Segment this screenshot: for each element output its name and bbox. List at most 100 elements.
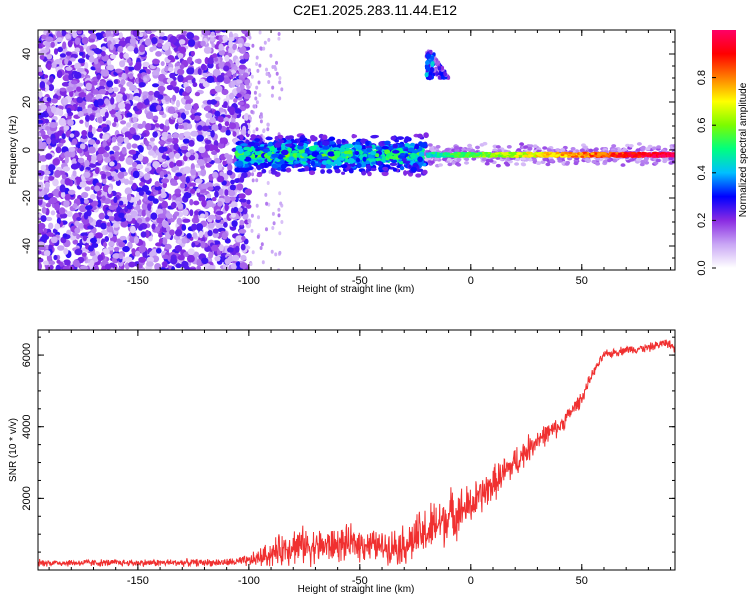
heat-cell bbox=[155, 208, 164, 215]
heat-cell bbox=[190, 188, 196, 194]
heat-cell bbox=[84, 62, 89, 70]
heat-cell bbox=[255, 127, 259, 132]
heat-cell bbox=[191, 223, 198, 231]
heat-cell bbox=[98, 212, 105, 220]
heat-cell bbox=[196, 258, 202, 267]
heat-cell bbox=[145, 261, 154, 267]
heat-cell bbox=[200, 183, 209, 189]
heat-cell bbox=[466, 147, 472, 152]
heat-cell bbox=[218, 43, 224, 51]
heat-cell bbox=[53, 254, 58, 261]
heat-cell bbox=[113, 116, 119, 124]
heat-cell bbox=[44, 41, 52, 46]
heat-cell bbox=[200, 40, 206, 47]
heat-cell bbox=[213, 157, 221, 164]
heat-cell bbox=[131, 182, 138, 191]
heat-cell bbox=[72, 259, 80, 268]
heat-cell bbox=[92, 88, 99, 95]
heat-cell bbox=[221, 232, 228, 240]
heat-cell bbox=[50, 105, 57, 114]
heat-cell bbox=[76, 106, 83, 113]
heat-cell bbox=[60, 191, 66, 198]
heat-cell bbox=[214, 110, 221, 117]
heat-cell bbox=[230, 263, 237, 270]
heat-cell bbox=[514, 162, 520, 166]
heat-cell bbox=[75, 233, 81, 240]
heat-cell bbox=[63, 200, 70, 208]
heat-cell bbox=[106, 80, 114, 88]
heat-cell bbox=[186, 32, 195, 40]
heat-cell bbox=[188, 39, 196, 47]
heat-cell bbox=[45, 36, 54, 43]
heat-cell bbox=[91, 242, 99, 248]
heat-cell bbox=[271, 226, 275, 230]
heat-cell bbox=[64, 156, 69, 164]
heat-cell bbox=[334, 168, 341, 174]
heat-cell bbox=[252, 104, 256, 109]
heat-cell bbox=[326, 159, 331, 165]
heat-cell bbox=[57, 108, 64, 117]
heat-cell bbox=[125, 122, 132, 128]
heat-cell bbox=[224, 121, 230, 127]
heat-cell bbox=[103, 152, 110, 158]
heat-cell bbox=[297, 168, 304, 172]
heat-cell bbox=[255, 148, 260, 152]
heat-cell bbox=[84, 114, 91, 122]
heat-cell bbox=[343, 150, 350, 155]
heat-cell bbox=[126, 66, 135, 71]
heat-cell bbox=[250, 74, 254, 79]
heat-cell bbox=[192, 232, 198, 239]
heat-cell bbox=[196, 58, 202, 65]
heat-cell bbox=[72, 203, 78, 209]
heat-cell bbox=[532, 144, 538, 148]
heat-cell bbox=[174, 245, 183, 252]
heat-cell bbox=[456, 157, 462, 162]
heat-cell bbox=[239, 83, 245, 91]
heat-cell bbox=[64, 33, 71, 40]
heat-cell bbox=[258, 30, 262, 35]
heat-cell bbox=[78, 204, 87, 213]
heat-cell bbox=[381, 145, 389, 150]
heat-cell bbox=[370, 135, 378, 139]
heat-cell bbox=[271, 163, 278, 169]
heat-cell bbox=[85, 82, 92, 91]
heat-cell bbox=[237, 207, 243, 213]
heat-cell bbox=[107, 64, 115, 71]
heat-cell bbox=[239, 219, 245, 226]
heat-cell bbox=[259, 119, 263, 124]
heat-cell bbox=[46, 54, 53, 60]
heat-cell bbox=[44, 175, 49, 182]
heat-cell bbox=[81, 36, 89, 45]
heat-cell bbox=[107, 246, 115, 251]
heat-cell bbox=[106, 225, 114, 233]
heat-cell bbox=[56, 30, 62, 39]
heat-cell bbox=[38, 112, 47, 118]
heat-cell bbox=[194, 91, 201, 97]
heat-cell bbox=[147, 195, 155, 202]
heat-cell bbox=[216, 74, 225, 83]
heat-cell bbox=[101, 173, 107, 180]
heat-cell bbox=[250, 134, 257, 139]
heat-cell bbox=[270, 145, 276, 152]
heat-cell bbox=[224, 54, 230, 62]
heat-cell bbox=[93, 99, 99, 107]
heat-cell bbox=[166, 138, 174, 143]
heat-cell bbox=[62, 97, 69, 105]
heat-cell bbox=[79, 197, 85, 204]
heat-cell bbox=[244, 103, 250, 109]
heat-cell bbox=[189, 149, 195, 154]
heat-cell bbox=[223, 221, 228, 228]
heat-cell bbox=[81, 130, 88, 136]
heat-cell bbox=[214, 96, 221, 101]
heat-cell bbox=[154, 263, 162, 270]
heat-cell bbox=[107, 186, 112, 195]
heat-cell bbox=[218, 49, 225, 56]
heat-cell bbox=[55, 37, 63, 43]
heat-cell bbox=[179, 182, 186, 189]
heat-cell bbox=[573, 161, 579, 166]
heat-cell bbox=[157, 94, 164, 100]
heat-cell bbox=[209, 117, 217, 124]
heat-cell bbox=[256, 173, 263, 178]
heat-cell bbox=[107, 58, 112, 66]
heat-cell bbox=[280, 163, 287, 170]
